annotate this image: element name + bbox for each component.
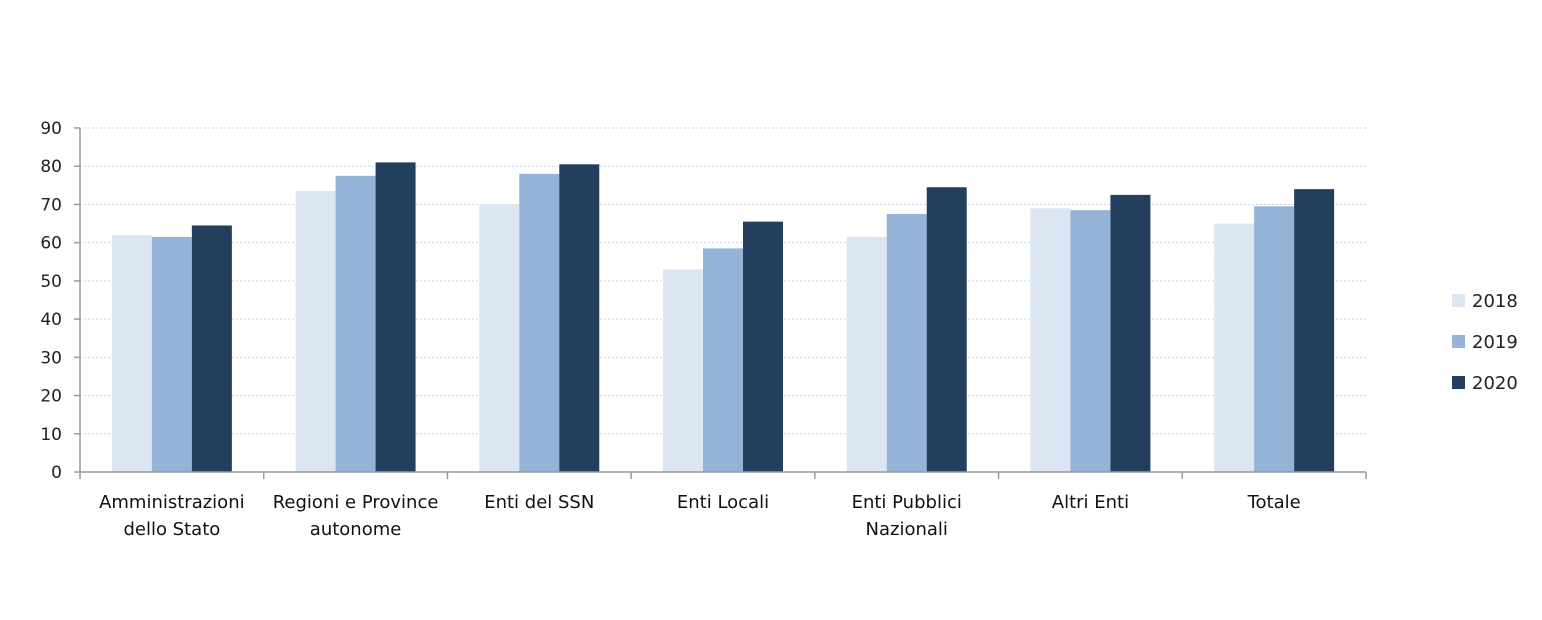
legend-swatch-2019	[1452, 335, 1465, 348]
y-tick-label: 80	[40, 157, 62, 177]
x-category-label: Enti Locali	[677, 492, 769, 513]
legend: 2018 2019 2020	[1452, 291, 1518, 394]
x-category-label: Enti del SSN	[484, 492, 594, 513]
bar-2019	[151, 236, 192, 472]
bar-2019	[335, 175, 376, 472]
bar-2020	[743, 221, 783, 472]
bar-2019	[519, 173, 560, 472]
bar-2020	[1110, 194, 1151, 472]
bar-2019	[886, 214, 927, 472]
y-tick-label: 60	[40, 234, 62, 254]
bar-2020	[559, 164, 600, 473]
x-category-label: dello Stato	[123, 519, 220, 540]
legend-label: 2020	[1472, 373, 1518, 394]
y-tick-label: 70	[40, 195, 62, 215]
x-category-label: Altri Enti	[1052, 492, 1129, 513]
y-tick-label: 30	[40, 348, 62, 368]
y-tick-label: 50	[40, 272, 62, 292]
bar-2020	[191, 225, 232, 472]
legend-label: 2018	[1472, 291, 1518, 312]
bar-2018	[1030, 208, 1071, 472]
legend-label: 2019	[1472, 332, 1518, 353]
axes	[74, 127, 1367, 479]
y-axis-tick-labels: 0 10 20 30 40 50 60 70 80 90	[40, 119, 62, 483]
y-tick-label: 0	[51, 463, 62, 483]
bar-2019	[1254, 206, 1295, 472]
bar-2018	[663, 269, 703, 472]
x-category-label: autonome	[310, 519, 402, 540]
legend-swatch-2020	[1452, 376, 1465, 389]
x-category-label: Regioni e Province	[273, 492, 439, 513]
bars	[111, 162, 1335, 473]
bar-2018	[295, 191, 336, 473]
y-tick-label: 20	[40, 387, 62, 407]
x-category-label: Amministrazioni	[99, 492, 245, 513]
x-category-label: Totale	[1247, 492, 1301, 513]
bar-2020	[1294, 189, 1335, 472]
x-category-label: Enti Pubblici	[852, 492, 962, 513]
x-axis-category-labels: Amministrazioni dello Stato Regioni e Prov…	[99, 492, 1301, 540]
y-tick-label: 10	[40, 425, 62, 445]
bar-2018	[479, 204, 520, 472]
bar-2020	[375, 162, 416, 472]
legend-swatch-2018	[1452, 294, 1465, 307]
bar-2020	[926, 187, 967, 472]
x-category-label: Nazionali	[866, 519, 948, 540]
bar-2018	[111, 235, 152, 472]
bar-2019	[703, 248, 743, 472]
y-tick-label: 90	[40, 119, 62, 139]
bar-2018	[1214, 223, 1255, 472]
y-tick-label: 40	[40, 310, 62, 330]
bar-2019	[1070, 210, 1111, 472]
bar-2018	[846, 236, 887, 472]
